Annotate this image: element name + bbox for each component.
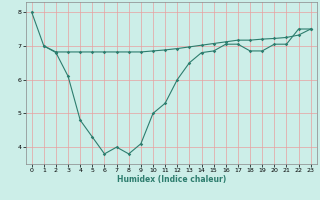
X-axis label: Humidex (Indice chaleur): Humidex (Indice chaleur) [116,175,226,184]
